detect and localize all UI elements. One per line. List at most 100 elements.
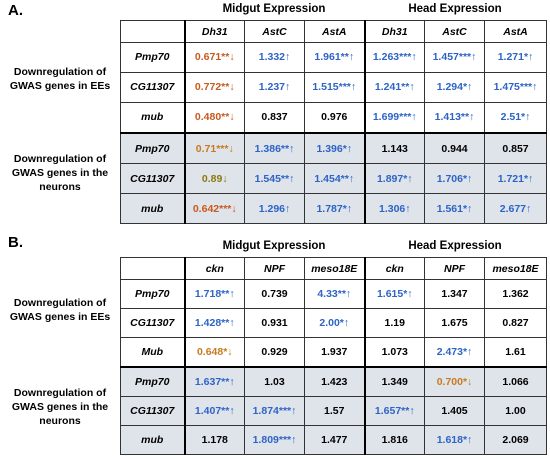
value-cell: 1.405 — [424, 396, 485, 427]
value-cell: 1.19 — [363, 307, 425, 338]
value-cell: 0.857 — [484, 131, 547, 165]
value-cell: 1.721*↑ — [484, 163, 547, 195]
value-cell: 1.423 — [304, 365, 365, 398]
value-cell: 0.71***↓ — [184, 131, 245, 165]
value-cell: 1.296↑ — [244, 193, 305, 224]
value-cell: 1.475***↑ — [484, 71, 547, 103]
value-cell: 1.241**↑ — [363, 71, 425, 103]
value-cell: 1.407**↑ — [184, 396, 245, 427]
panel-a-letter: A. — [8, 2, 23, 19]
value-cell: 1.03 — [244, 365, 305, 398]
gene-name: CG11307 — [120, 307, 186, 338]
value-cell: 1.545**↑ — [244, 163, 305, 195]
column-header: ckn — [184, 257, 245, 280]
column-header: NPF — [244, 257, 305, 280]
panel-b-section-label-ees: Downregulation of GWAS genes in EEs — [9, 297, 111, 324]
table-row: Mub 0.648*↓ 0.929 1.937 1.073 2.473*↑ 1.61 — [120, 336, 547, 368]
value-cell: 1.349 — [363, 365, 425, 398]
value-cell: 0.944 — [424, 131, 485, 165]
column-header: AstC — [244, 20, 305, 43]
table-row: Pmp70 0.71***↓ 1.386**↑ 1.396*↑ 1.143 0.944 0.… — [120, 131, 547, 165]
panel-b-head-header: Head Expression — [408, 240, 502, 252]
value-cell: 0.929 — [244, 336, 305, 368]
gene-name: Pmp70 — [120, 42, 186, 73]
column-header: Dh31 — [184, 20, 245, 43]
column-header: ckn — [363, 257, 425, 280]
value-cell: 1.816 — [363, 425, 425, 455]
table-row: CG11307 0.772**↓ 1.237↑ 1.515***↑ 1.241**↑ 1.… — [120, 71, 547, 103]
value-cell: 1.637**↑ — [184, 365, 245, 398]
column-header: meso18E — [484, 257, 547, 280]
value-cell: 0.480**↓ — [184, 101, 245, 134]
value-cell: 1.143 — [363, 131, 425, 165]
panel-a-head-header: Head Expression — [408, 3, 502, 15]
value-cell: 1.237↑ — [244, 71, 305, 103]
value-cell: 1.61 — [484, 336, 547, 368]
value-cell: 1.874***↑ — [244, 396, 305, 427]
gene-name: Pmp70 — [120, 279, 186, 309]
value-cell: 1.706*↑ — [424, 163, 485, 195]
value-cell: 0.642***↓ — [184, 193, 245, 224]
value-cell: 1.809***↑ — [244, 425, 305, 455]
panel-a-table: Dh31 AstC AstA Dh31 AstC AstA Pmp70 0.671**↓ 1.3… — [120, 20, 547, 224]
value-cell: 1.332↑ — [244, 42, 305, 73]
value-cell: 2.00*↑ — [304, 307, 365, 338]
value-cell: 1.294*↑ — [424, 71, 485, 103]
value-cell: 0.648*↓ — [184, 336, 245, 368]
table-row: CG11307 1.407**↑ 1.874***↑ 1.57 1.657**↑ 1.40… — [120, 396, 547, 427]
value-cell: 0.827 — [484, 307, 547, 338]
value-cell: 1.066 — [484, 365, 547, 398]
header-corner — [120, 257, 186, 280]
panel-b-midgut-header: Midgut Expression — [222, 240, 326, 252]
value-cell: 2.51*↑ — [484, 101, 547, 134]
value-cell: 1.00 — [484, 396, 547, 427]
value-cell: 1.271*↑ — [484, 42, 547, 73]
value-cell: 0.837 — [244, 101, 305, 134]
value-cell: 1.657**↑ — [363, 396, 425, 427]
value-cell: 4.33**↑ — [304, 279, 365, 309]
value-cell: 1.615*↑ — [363, 279, 425, 309]
column-header: Dh31 — [363, 20, 425, 43]
gene-name: Pmp70 — [120, 365, 186, 398]
gene-name: CG11307 — [120, 396, 186, 427]
value-cell: 1.961**↑ — [304, 42, 365, 73]
value-cell: 0.739 — [244, 279, 305, 309]
table-row: Pmp70 1.718**↑ 0.739 4.33**↑ 1.615*↑ 1.347 1.3… — [120, 279, 547, 309]
table-row: Pmp70 1.637**↑ 1.03 1.423 1.349 0.700*↓ 1.066 — [120, 365, 547, 398]
value-cell: 2.677↑ — [484, 193, 547, 224]
value-cell: 0.772**↓ — [184, 71, 245, 103]
value-cell: 1.897*↑ — [363, 163, 425, 195]
gene-name: mub — [120, 425, 186, 455]
value-cell: 0.700*↓ — [424, 365, 485, 398]
value-cell: 1.263***↑ — [363, 42, 425, 73]
gene-name: mub — [120, 101, 186, 134]
gene-name: mub — [120, 193, 186, 224]
panel-b-section-label-neurons: Downregulation of GWAS genes in the neur… — [11, 387, 109, 428]
panel-a-midgut-header: Midgut Expression — [222, 3, 326, 15]
gene-name: Pmp70 — [120, 131, 186, 165]
column-header: AstA — [484, 20, 547, 43]
panel-a-section-label-neurons: Downregulation of GWAS genes in the neur… — [11, 153, 109, 194]
value-cell: 1.787*↑ — [304, 193, 365, 224]
value-cell: 1.57 — [304, 396, 365, 427]
value-cell: 1.457***↑ — [424, 42, 485, 73]
value-cell: 1.618*↑ — [424, 425, 485, 455]
value-cell: 1.718**↑ — [184, 279, 245, 309]
value-cell: 1.454**↑ — [304, 163, 365, 195]
column-header: meso18E — [304, 257, 365, 280]
table-row: Pmp70 0.671**↓ 1.332↑ 1.961**↑ 1.263***↑ 1.45… — [120, 42, 547, 73]
gene-name: CG11307 — [120, 163, 186, 195]
value-cell: 1.937 — [304, 336, 365, 368]
value-cell: 0.931 — [244, 307, 305, 338]
value-cell: 1.561*↑ — [424, 193, 485, 224]
value-cell: 0.671**↓ — [184, 42, 245, 73]
value-cell: 1.347 — [424, 279, 485, 309]
gene-name: CG11307 — [120, 71, 186, 103]
value-cell: 1.428**↑ — [184, 307, 245, 338]
header-corner — [120, 20, 186, 43]
gene-name: Mub — [120, 336, 186, 368]
value-cell: 1.477 — [304, 425, 365, 455]
panel-b-letter: B. — [8, 234, 23, 251]
table-row: mub 0.480**↓ 0.837 0.976 1.699***↑ 1.413**↑ 2.… — [120, 101, 547, 134]
value-cell: 1.396*↑ — [304, 131, 365, 165]
